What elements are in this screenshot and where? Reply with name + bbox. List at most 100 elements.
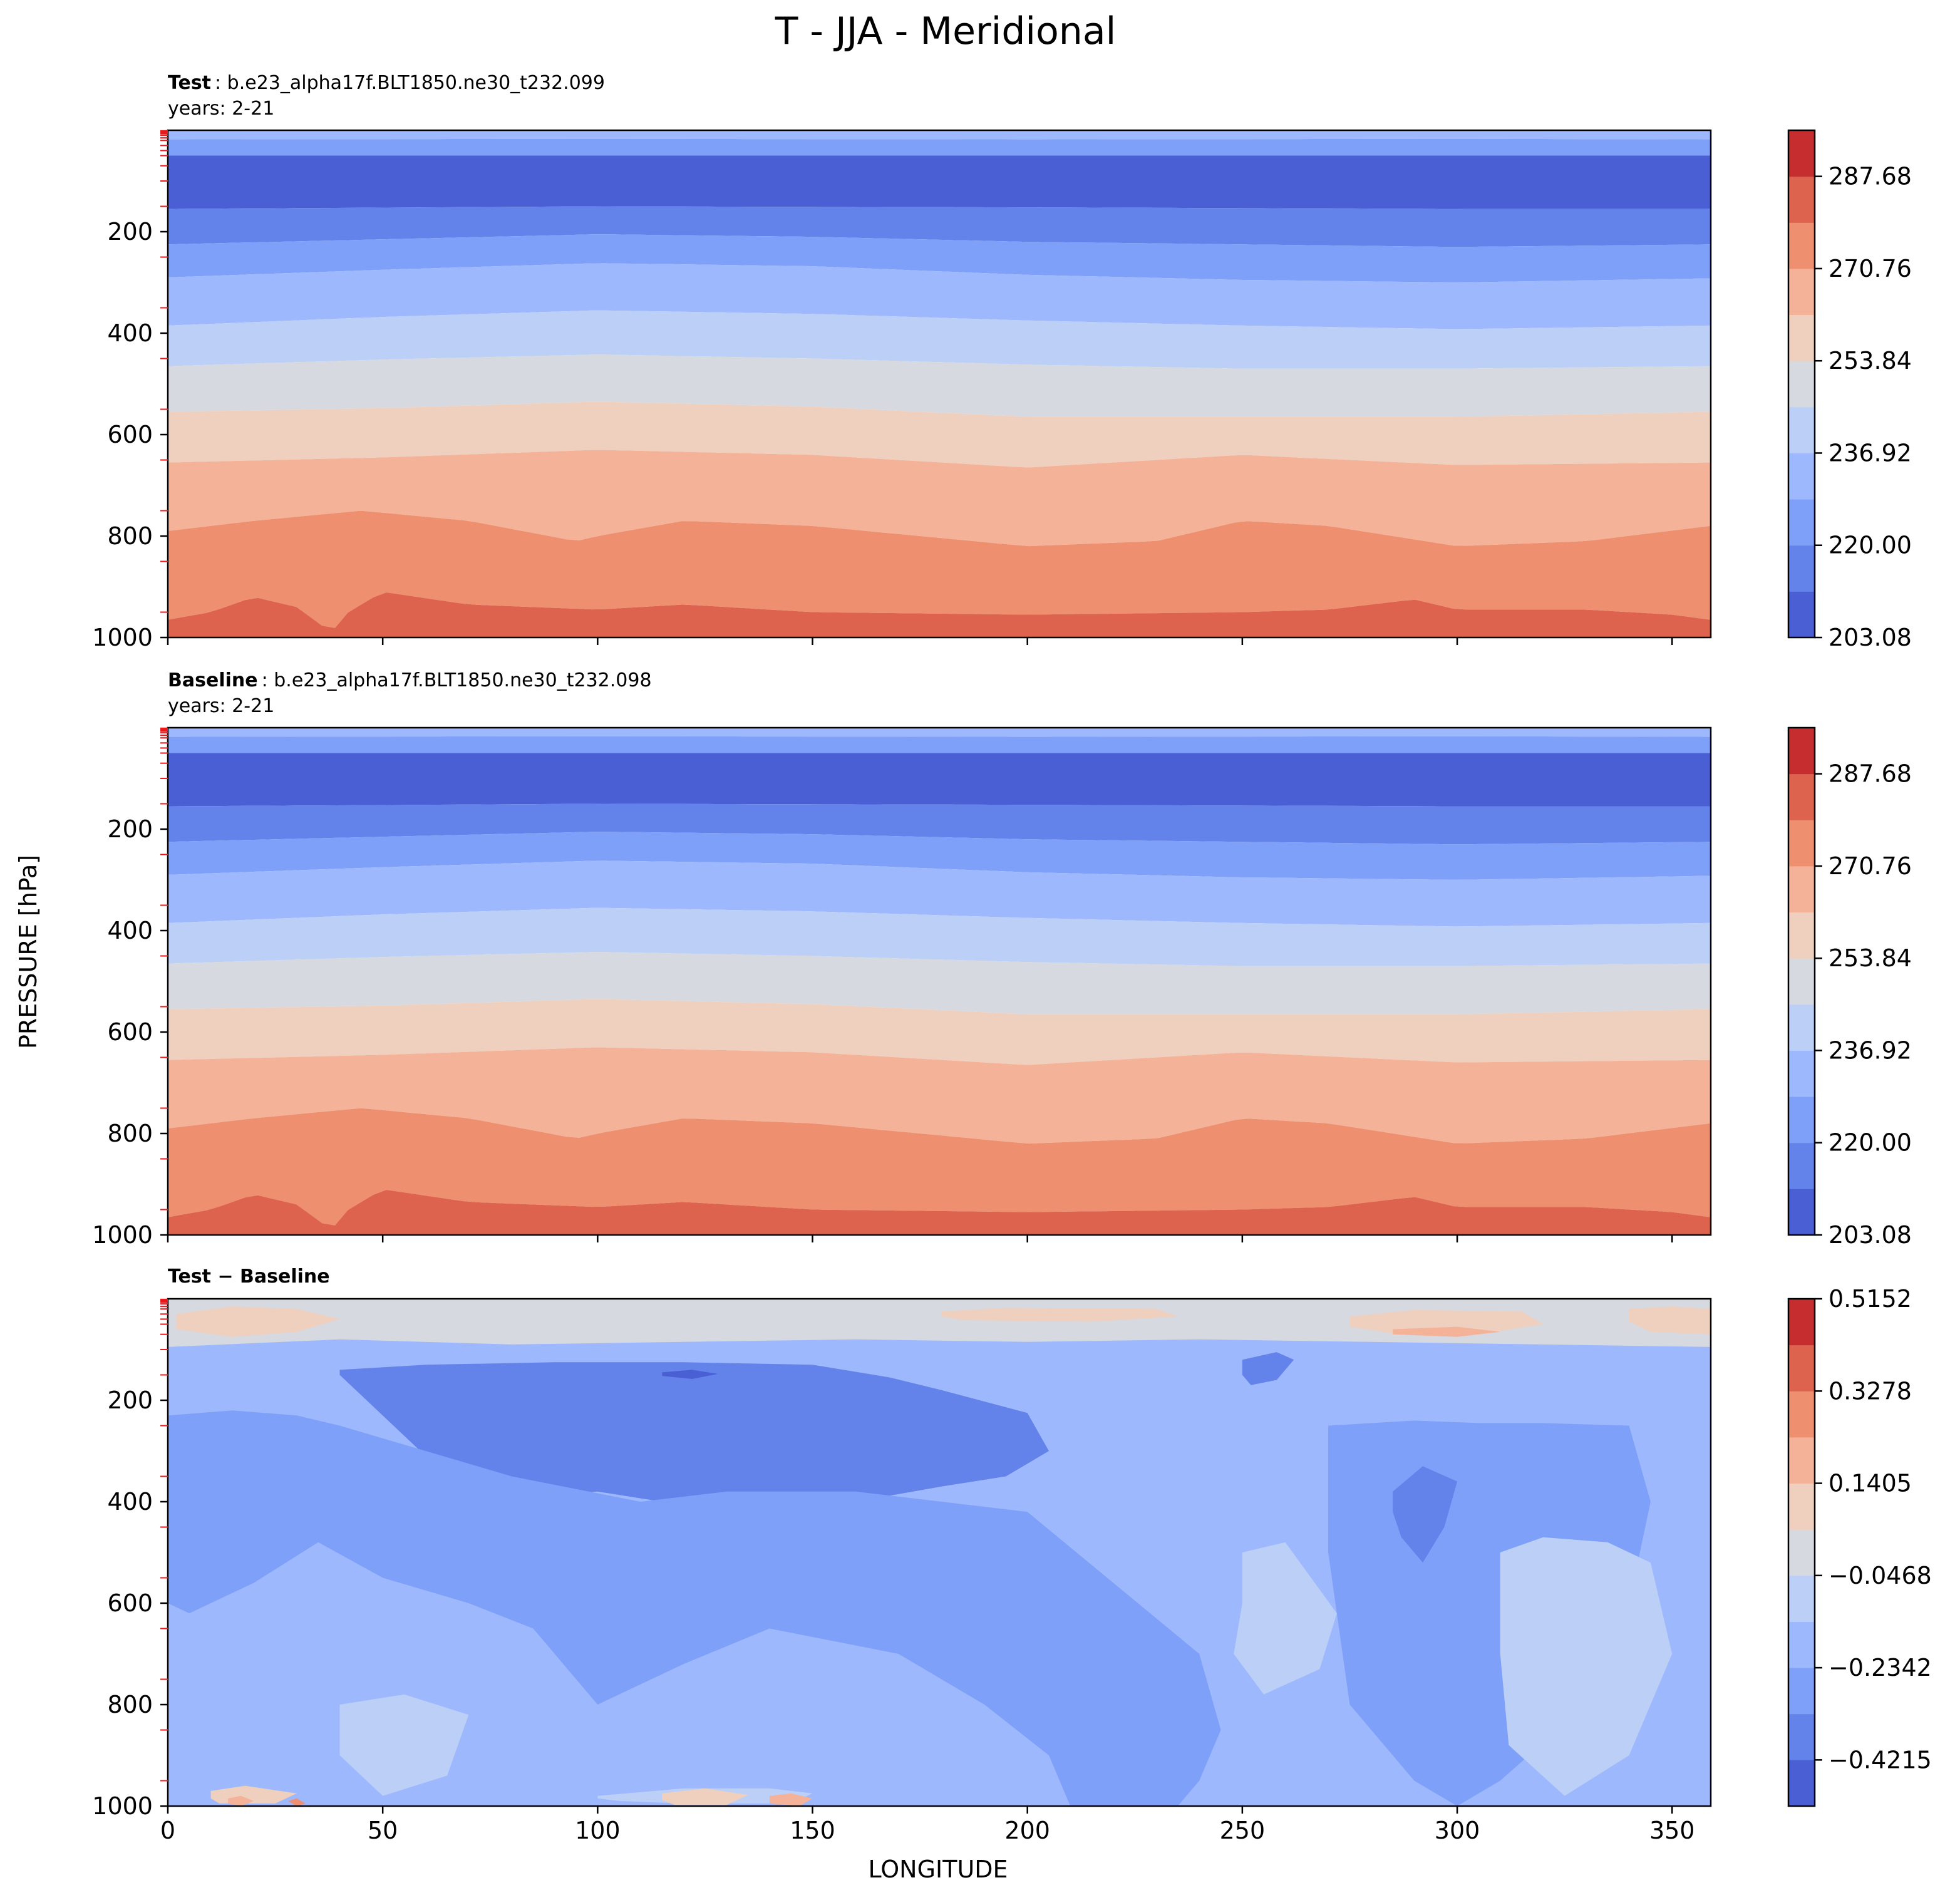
colorbar-tick-label: 253.84 [1828,944,1912,972]
y-tick-label: 1000 [92,624,153,651]
y-tick-label: 200 [107,815,153,843]
contour-band-4 [168,832,1711,880]
contour-band-11 [168,1190,1711,1235]
contour-region-18 [662,1788,748,1805]
axes-frame [167,726,1712,1236]
contour-fills [168,728,1711,1235]
colorbar-segment [1788,222,1815,269]
colorbar-segment [1788,1575,1815,1622]
contour-region-0 [168,1299,1711,1347]
colorbar-segment [1788,1050,1815,1097]
colorbar-segment [1788,1760,1815,1807]
colorbar-tick-label: 253.84 [1828,347,1912,374]
panel-subtitle: years: 2-21 [168,98,274,120]
contour-region-12 [1234,1542,1337,1695]
y-tick-label: 600 [107,421,153,448]
colorbar-segment [1788,1004,1815,1051]
colorbar-tick-label: 287.68 [1828,760,1912,788]
y-tick-label: 400 [107,319,153,347]
panel-title-rest: : b.e23_alpha17f.BLT1850.ne30_t232.098 [262,669,652,691]
colorbar-segment [1788,728,1815,775]
axes-frame [167,1298,1712,1807]
contour-fills [168,1299,1711,1806]
y-tick-label: 600 [107,1018,153,1046]
colorbar-tick-label: 0.1405 [1828,1470,1912,1497]
contour-region-2 [941,1308,1178,1322]
contour-region-5 [1629,1306,1711,1335]
y-tick-label: 600 [107,1589,153,1617]
x-tick-label: 100 [575,1817,621,1844]
y-tick-label: 800 [107,522,153,550]
contour-region-10 [1393,1466,1458,1563]
contour-fills [168,130,1711,638]
colorbar-tick-label: 287.68 [1828,163,1912,190]
y-tick-label: 1000 [92,1221,153,1249]
contour-band-2 [168,753,1711,807]
colorbar-tick-label: 220.00 [1828,532,1912,559]
contour-region-8 [168,1410,1221,1806]
y-tick-label: 800 [107,1691,153,1718]
colorbar-segment [1788,958,1815,1005]
baseline-colorbar: 203.08 220.00 236.92 253.84 270.76 287.68 [1787,726,1912,1249]
contour-region-11 [1242,1352,1294,1385]
colorbar-segment [1788,1621,1815,1668]
contour-band-0 [168,728,1711,737]
panel-title-bold: Baseline [168,669,258,691]
colorbar-segment [1788,1097,1815,1144]
colorbar-segment [1788,591,1815,638]
colorbar-segment [1788,268,1815,316]
colorbar-tick-label: 236.92 [1828,1036,1912,1064]
colorbar-tick-label: 203.08 [1828,1221,1912,1249]
colorbar-frame [1787,726,1816,1236]
x-tick-label: 50 [368,1817,398,1844]
contour-band-3 [168,206,1711,247]
colorbar-segment [1788,406,1815,453]
colorbar-segment [1788,1299,1815,1346]
panel-title-bold: Test − Baseline [168,1266,330,1288]
colorbar-segment [1788,1529,1815,1576]
panel-title-rest: : b.e23_alpha17f.BLT1850.ne30_t232.099 [215,72,605,94]
colorbar-frame [1787,1298,1816,1807]
contour-band-0 [168,130,1711,140]
colorbar-segment [1788,1713,1815,1760]
colorbar-segment [1788,499,1815,546]
colorbar-segment [1788,820,1815,867]
x-tick-label: 300 [1435,1817,1480,1844]
contour-region-4 [1393,1326,1500,1337]
contour-band-5 [168,860,1711,927]
test-colorbar: 203.08 220.00 236.92 253.84 270.76 287.68 [1787,129,1912,651]
colorbar-segment [1788,1668,1815,1715]
colorbar-segment [1788,912,1815,959]
contour-band-3 [168,803,1711,845]
contour-band-9 [168,450,1711,547]
colorbar-tick-label: −0.2342 [1828,1654,1932,1681]
contour-band-6 [168,907,1711,966]
y-tick-label: 800 [107,1120,153,1147]
contour-region-19 [769,1793,813,1806]
colorbar-frame [1787,129,1816,639]
x-tick-label: 150 [790,1817,835,1844]
colorbar-segment [1788,176,1815,223]
contour-region-13 [1500,1537,1673,1796]
baseline-contour-plot: 200 400 600 800 1000 [92,726,1712,1249]
y-tick-label: 400 [107,917,153,944]
contour-band-10 [168,1108,1711,1226]
colorbar-segment [1788,545,1815,592]
contour-band-8 [168,999,1711,1065]
colorbar-segment [1788,865,1815,913]
figure-title: T - JJA - Meridional [775,9,1117,53]
test-contour-plot: 200 400 600 800 1000 [92,129,1712,651]
panel-title: Baseline: b.e23_alpha17f.BLT1850.ne30_t2… [168,669,652,691]
colorbar-tick-label: 220.00 [1828,1129,1912,1157]
colorbar-segment [1788,1437,1815,1484]
contour-band-1 [168,736,1711,753]
y-tick-label: 200 [107,1386,153,1414]
colorbar-segment [1788,1483,1815,1530]
colorbar-segment [1788,1189,1815,1236]
contour-band-2 [168,155,1711,209]
colorbar-tick-label: 270.76 [1828,255,1912,282]
contour-band-6 [168,310,1711,369]
colorbar-tick-label: 0.5152 [1828,1285,1912,1313]
x-tick-label: 250 [1220,1817,1266,1844]
